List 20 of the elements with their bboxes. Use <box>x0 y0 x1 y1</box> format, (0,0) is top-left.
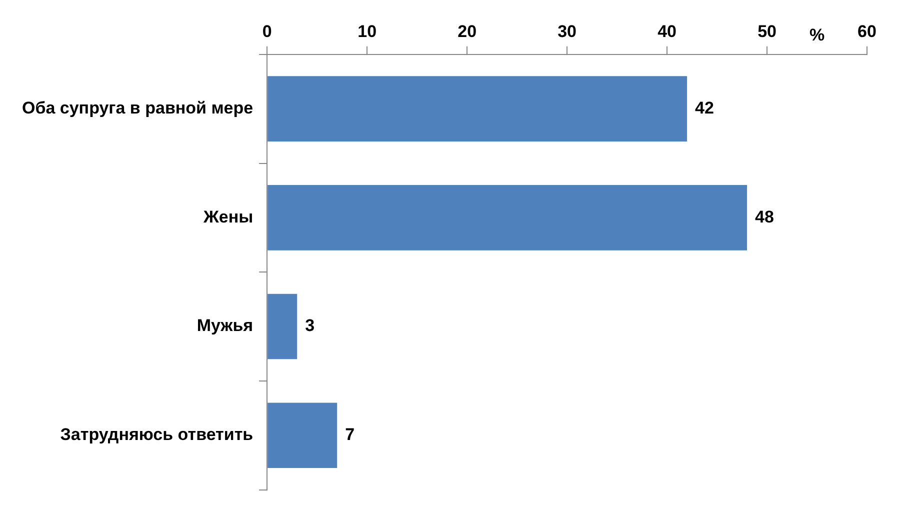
x-tick-label: 0 <box>262 22 272 41</box>
x-tick-label: 60 <box>858 22 876 41</box>
bar <box>268 402 338 468</box>
x-tick-label: 50 <box>758 22 776 41</box>
bar <box>268 185 748 250</box>
y-tick-label: Жены <box>202 207 254 226</box>
bar <box>268 76 688 142</box>
data-label: 42 <box>695 98 714 118</box>
y-tick-label: Мужья <box>196 316 254 336</box>
y-tick-label: Затрудняюсь ответить <box>60 425 254 444</box>
data-label: 7 <box>345 425 355 444</box>
x-tick-label: 20 <box>458 22 477 41</box>
y-tick-label: Оба супруга в равной мере <box>22 98 254 118</box>
x-axis-title: % <box>809 26 825 45</box>
x-tick-label: 10 <box>358 22 377 41</box>
x-tick-label: 30 <box>558 22 577 41</box>
x-tick-label: 40 <box>658 22 676 41</box>
data-label: 48 <box>755 207 774 226</box>
bar <box>268 294 298 360</box>
data-label: 3 <box>305 316 315 336</box>
